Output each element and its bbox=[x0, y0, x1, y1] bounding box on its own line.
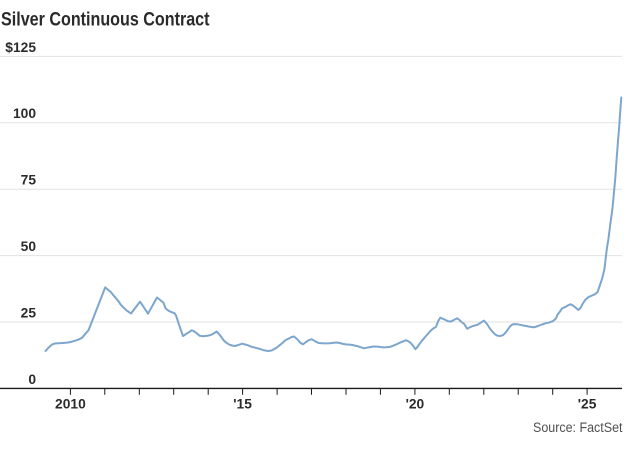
svg-text:'20: '20 bbox=[406, 397, 425, 412]
svg-text:75: 75 bbox=[21, 173, 37, 188]
svg-text:Source: FactSet: Source: FactSet bbox=[533, 420, 623, 435]
svg-text:2010: 2010 bbox=[55, 397, 86, 412]
svg-text:100: 100 bbox=[13, 106, 36, 121]
svg-text:0: 0 bbox=[28, 372, 36, 387]
svg-text:25: 25 bbox=[21, 305, 37, 320]
svg-text:'25: '25 bbox=[578, 397, 597, 412]
svg-text:50: 50 bbox=[21, 239, 37, 254]
svg-text:'15: '15 bbox=[233, 397, 252, 412]
svg-text:Silver Continuous Contract: Silver Continuous Contract bbox=[1, 9, 210, 31]
svg-text:$125: $125 bbox=[5, 40, 36, 55]
